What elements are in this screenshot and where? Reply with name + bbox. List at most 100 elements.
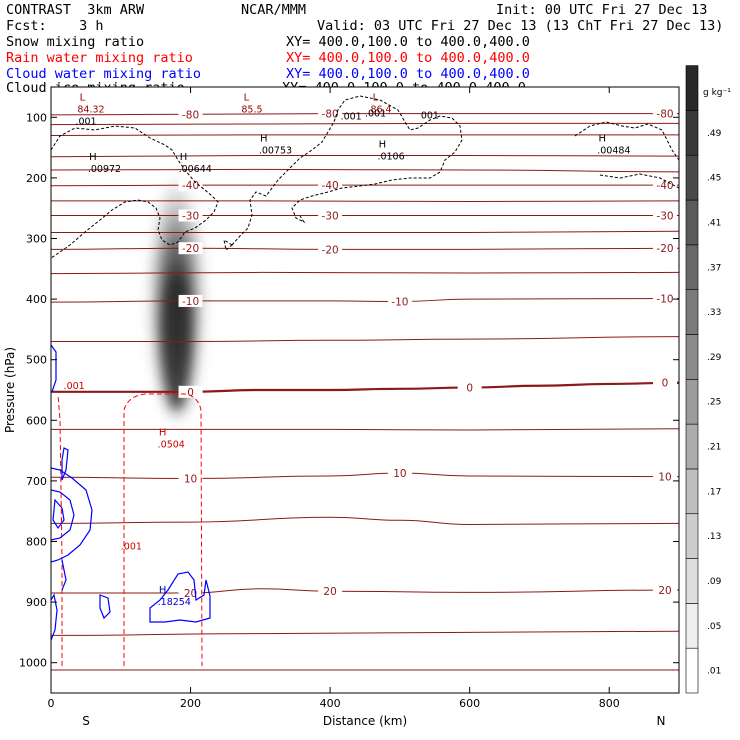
y-tick-label-200: 200 xyxy=(26,172,47,185)
temperature-contour--70 xyxy=(51,122,679,126)
field-xy-rain: XY= 400.0,100.0 to 400.0,400.0 xyxy=(286,50,530,66)
extremum-letter-4: H xyxy=(180,152,188,163)
colorbar-segment-2 xyxy=(685,558,699,604)
extremum-letter-2: L xyxy=(373,92,379,103)
contour-label--30-2: -30 xyxy=(656,210,673,222)
y-tick-label-400: 400 xyxy=(26,293,47,306)
colorbar-label-7: .29 xyxy=(707,353,722,363)
colorbar-label-9: .37 xyxy=(707,263,721,273)
field-label-cloud-water: Cloud water mixing ratio xyxy=(6,66,202,82)
extremum-value-9: .18254 xyxy=(158,597,191,608)
colorbar-segment-1 xyxy=(685,603,699,649)
contour-label-bg xyxy=(178,108,203,121)
extremum-value-5: .00753 xyxy=(259,146,292,157)
field-xy-snow: XY= 400.0,100.0 to 400.0,400.0 xyxy=(286,34,530,50)
colorbar-label-5: .21 xyxy=(707,443,721,453)
contour-label-bg xyxy=(318,209,343,222)
valid-time: Valid: 03 UTC Fri 27 Dec 13 (13 ChT Fri … xyxy=(317,18,724,34)
temperature-contour-15 xyxy=(51,516,679,526)
colorbar: .01 .05 .09 .13 .17 .21 .25 .29 .33 .37 .41 .45 .49 xyxy=(685,65,722,694)
cloud-ice-contour-upper xyxy=(51,95,679,259)
contour-label-bg xyxy=(653,209,677,222)
y-tick-label-700: 700 xyxy=(26,475,47,488)
temperature-contour-10 xyxy=(51,472,679,479)
colorbar-label-8: .33 xyxy=(707,308,721,318)
y-tick-label-900: 900 xyxy=(26,596,47,609)
field-xy-cloud-water: XY= 400.0,100.0 to 400.0,400.0 xyxy=(286,66,530,82)
contour-label--40-2: -40 xyxy=(656,180,673,192)
contour-label-20-0: 20 xyxy=(184,588,197,600)
x-end-label-north: N xyxy=(657,714,666,728)
contour-label-bg xyxy=(178,209,203,222)
x-axis-title: Distance (km) xyxy=(323,714,407,728)
plot-frame xyxy=(50,86,680,694)
x-tick-label-800: 800 xyxy=(599,697,620,710)
contour-label-10-0: 10 xyxy=(184,473,197,485)
field-label-0: .001 xyxy=(75,117,96,128)
x-tick-label-600: 600 xyxy=(459,697,480,710)
contour-label-bg xyxy=(318,243,343,256)
contour-label--10-2: -10 xyxy=(656,293,673,305)
colorbar-label-6: .25 xyxy=(707,398,721,408)
contour-label-bg xyxy=(457,381,482,394)
temperature-contour--45 xyxy=(51,168,679,173)
cloud-water-contours xyxy=(51,344,211,641)
field-label-snow: Snow mixing ratio xyxy=(6,34,145,50)
extremum-letter-5: H xyxy=(260,134,268,145)
field-label-rain: Rain water mixing ratio xyxy=(6,50,193,66)
contour-label-10-1: 10 xyxy=(393,468,406,480)
extremum-value-2: 86.4 xyxy=(370,104,391,115)
extrema-labels: L84.32L85.5L86.4H.00972H.00644H.00753H.0… xyxy=(77,92,630,608)
extremum-value-0: 84.32 xyxy=(77,104,104,115)
temperature-contour-0 xyxy=(51,381,679,393)
contour-label--80-0: -80 xyxy=(182,109,199,121)
colorbar-unit: g kg⁻¹ xyxy=(703,88,731,98)
colorbar-label-11: .45 xyxy=(707,174,721,184)
x-end-label-south: S xyxy=(82,714,90,728)
y-tick-label-1000: 1000 xyxy=(19,657,47,670)
extremum-value-1: 85.5 xyxy=(241,104,262,115)
colorbar-segment-4 xyxy=(685,468,699,515)
extremum-letter-7: H xyxy=(598,134,606,145)
colorbar-segment-12 xyxy=(685,110,699,156)
contour-label--80-1: -80 xyxy=(322,109,339,121)
temperature-contour--35 xyxy=(51,200,679,203)
contour-label-bg xyxy=(318,585,343,598)
contour-label--40-0: -40 xyxy=(182,180,199,192)
colorbar-segment-8 xyxy=(685,289,699,335)
contour-label-bg xyxy=(653,292,677,305)
contour-label-bg xyxy=(178,472,203,485)
colorbar-label-2: .09 xyxy=(707,577,722,587)
colorbar-segment-10 xyxy=(685,199,699,246)
colorbar-segment-0 xyxy=(685,647,699,694)
y-tick-label-500: 500 xyxy=(26,354,47,367)
contour-label-bg xyxy=(178,242,203,255)
extremum-letter-1: L xyxy=(244,92,250,103)
field-label-4: .001 xyxy=(64,381,85,392)
contour-label-bg xyxy=(653,376,677,389)
colorbar-label-10: .41 xyxy=(707,218,721,228)
model-title: CONTRAST 3km ARW xyxy=(6,2,145,18)
field-label-1: .001 xyxy=(341,112,362,123)
temperature-contour--5 xyxy=(51,336,679,343)
contour-label-bg xyxy=(178,179,203,192)
field-label-3: 001 xyxy=(421,111,439,122)
contour-label--30-1: -30 xyxy=(322,210,339,222)
rain-contour-left xyxy=(57,394,63,666)
temperature-contour--60 xyxy=(51,134,679,136)
contour-label-bg xyxy=(178,385,203,398)
colorbar-segment-9 xyxy=(685,244,699,290)
temperature-contour--50 xyxy=(51,154,679,158)
contour-label-0-2: 0 xyxy=(662,378,669,390)
contour-label-0-0: 0 xyxy=(187,387,194,399)
contour-label-0-1: 0 xyxy=(466,383,473,395)
contour-label-bg xyxy=(653,107,677,120)
extremum-value-7: .00484 xyxy=(597,146,630,157)
colorbar-segment-11 xyxy=(685,154,699,201)
extremum-letter-8: H xyxy=(159,428,167,439)
extremum-letter-9: H xyxy=(159,585,167,596)
contour-label-bg xyxy=(653,179,677,192)
contour-label-bg xyxy=(178,294,203,307)
